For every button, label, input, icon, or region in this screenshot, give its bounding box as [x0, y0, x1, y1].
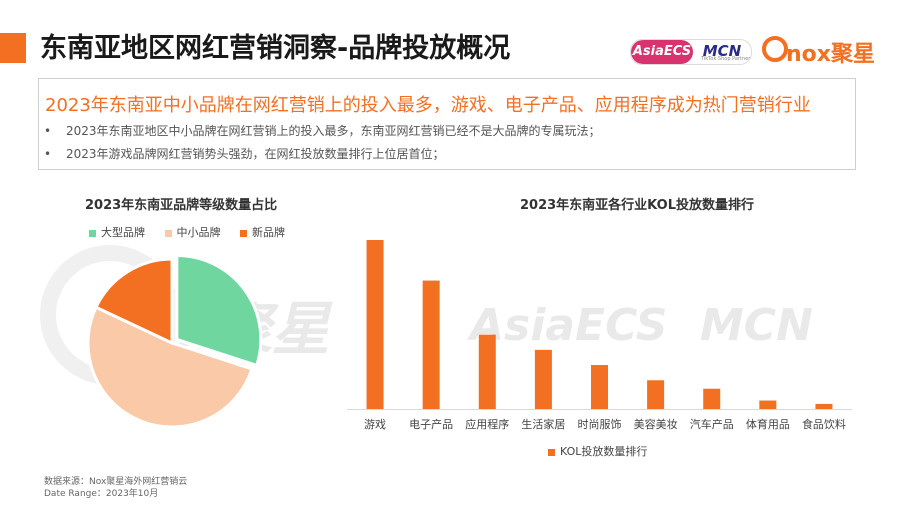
x-tick-label: 体育用品	[746, 417, 790, 431]
bar-8	[759, 400, 777, 409]
pie-chart	[86, 253, 263, 429]
legend-label: 新品牌	[252, 226, 285, 239]
bullet-marker: •	[44, 124, 52, 138]
legend-item-large: 大型品牌	[89, 226, 145, 239]
x-tick-label: 食品饮料	[802, 417, 846, 431]
legend-item-new: 新品牌	[240, 226, 285, 239]
legend-label: KOL投放数量排行	[560, 445, 648, 458]
asiaecs-logo-text: AsiaECS	[631, 40, 693, 64]
bullet-item: • 2023年游戏品牌网红营销势头强劲，在网红投放数量排行上位居首位；	[44, 145, 445, 162]
pie-slice-3	[93, 257, 174, 346]
bar-3	[478, 334, 496, 409]
legend-swatch	[164, 229, 172, 237]
title-accent-bar	[0, 33, 26, 63]
legend-swatch	[240, 229, 247, 237]
asiaecs-mcn-logo: AsiaECS MCN TikTok Shop Partner	[630, 39, 752, 65]
bullet-text: 2023年东南亚地区中小品牌在网红营销上的投入最多，东南亚网红营销已经不是大品牌…	[66, 124, 601, 138]
x-tick-label: 电子产品	[409, 417, 453, 431]
bullet-item: • 2023年东南亚地区中小品牌在网红营销上的投入最多，东南亚网红营销已经不是大品…	[44, 122, 601, 139]
bar-1	[366, 240, 384, 409]
x-tick-label: 汽车产品	[690, 417, 734, 431]
legend-swatch	[89, 229, 96, 237]
pie-slice-2	[86, 305, 254, 429]
x-tick-label: 生活家居	[521, 417, 565, 431]
legend-label: 大型品牌	[101, 226, 145, 239]
mcn-logo-text: MCN	[702, 42, 742, 60]
legend-swatch	[548, 448, 555, 456]
page-title: 东南亚地区网红营销洞察-品牌投放概况	[40, 33, 511, 64]
bar-chart-title: 2023年东南亚各行业KOL投放数量排行	[520, 198, 755, 213]
pie-chart-title: 2023年东南亚品牌等级数量占比	[85, 198, 278, 213]
data-source-note: 数据来源：Nox聚星海外网红营销云	[44, 477, 188, 487]
summary-box	[38, 78, 856, 170]
legend-item-sme: 中小品牌	[164, 226, 221, 239]
bar-9	[815, 403, 833, 409]
x-tick-label: 游戏	[364, 418, 386, 431]
legend-label: 中小品牌	[176, 226, 221, 239]
x-tick-label: 应用程序	[465, 417, 509, 431]
x-tick-label: 美容美妆	[634, 417, 678, 431]
x-tick-label: 时尚服饰	[578, 417, 622, 431]
headline: 2023年东南亚中小品牌在网红营销上的投入最多，游戏、电子产品、应用程序成为热门…	[45, 95, 811, 116]
bullet-marker: •	[44, 147, 52, 161]
bar-2	[422, 280, 440, 409]
nox-logo-ring-icon	[762, 36, 788, 62]
bar-chart: 游戏 电子产品 应用程序 生活家居 时尚服饰 美容美妆 汽车产品 体育用品 食品饮料	[347, 240, 852, 431]
asiaecs-logo-subtext: TikTok Shop Partner	[701, 56, 751, 62]
bar-4	[534, 349, 552, 409]
bullet-text: 2023年游戏品牌网红营销势头强劲，在网红投放数量排行上位居首位；	[66, 147, 445, 161]
pie-slice-1	[175, 253, 263, 368]
pie-legend: 大型品牌 中小品牌 新品牌	[89, 224, 301, 240]
nox-logo-text: nox聚星	[786, 42, 875, 67]
bar-legend: KOL投放数量排行	[548, 443, 647, 459]
bar-5	[591, 365, 608, 409]
bar-6	[647, 380, 665, 409]
bar-7	[703, 388, 721, 409]
date-range-note: Date Range：2023年10月	[44, 489, 159, 499]
